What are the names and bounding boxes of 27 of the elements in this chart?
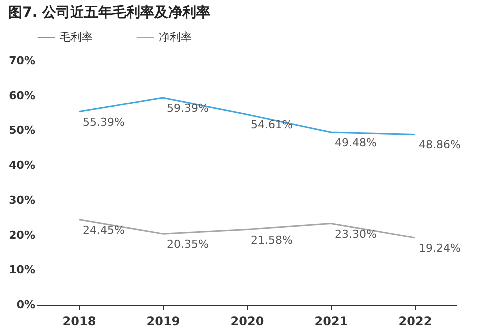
data-label: 55.39% [83, 116, 125, 129]
y-tick-label: 0% [16, 298, 36, 312]
x-tick-label: 2022 [398, 314, 432, 328]
legend-label: 净利率 [159, 30, 192, 44]
data-label: 23.30% [335, 228, 377, 241]
y-tick-label: 30% [9, 194, 36, 207]
x-tick-label: 2019 [146, 314, 180, 328]
data-label: 19.24% [419, 242, 461, 255]
data-label: 20.35% [167, 238, 209, 252]
data-label: 59.39% [167, 102, 209, 115]
line-series [78, 97, 416, 136]
legend-label: 毛利率 [60, 30, 93, 44]
y-tick-label: 60% [9, 89, 36, 102]
y-tick-label: 20% [9, 228, 36, 242]
y-tick-label: 70% [9, 54, 36, 68]
y-tick-label: 40% [9, 159, 36, 172]
data-label: 48.86% [419, 138, 461, 152]
chart-title: 图7. 公司近五年毛利率及净利率 [8, 4, 211, 21]
data-label: 24.45% [83, 224, 125, 237]
data-label: 54.61% [251, 118, 293, 132]
x-tick-label: 2018 [62, 314, 96, 328]
x-tick-label: 2020 [230, 314, 264, 328]
x-tick-label: 2021 [314, 314, 348, 328]
y-tick-label: 50% [9, 124, 36, 138]
data-label: 21.58% [251, 234, 293, 247]
y-tick-label: 10% [9, 264, 36, 277]
data-label: 49.48% [335, 136, 377, 150]
